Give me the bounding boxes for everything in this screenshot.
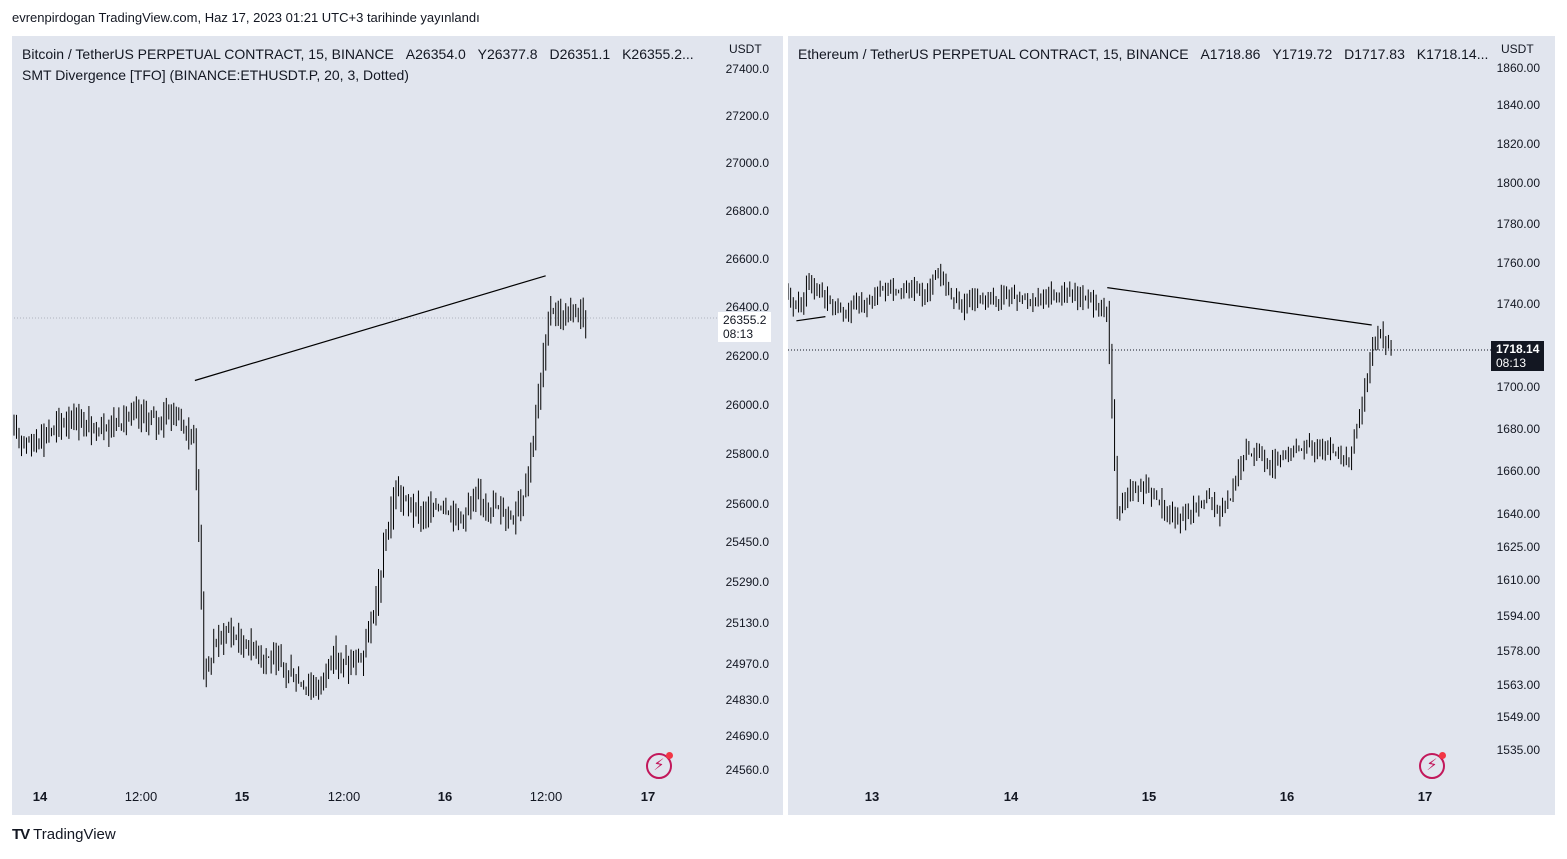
footer-brand[interactable]: TV TradingView <box>12 826 116 843</box>
eth-x-tick-label: 17 <box>1418 789 1432 804</box>
eth-ohlc-high: Y1719.72 <box>1272 46 1333 62</box>
lightning-icon[interactable]: ⚡ <box>646 752 673 779</box>
btc-y-tick-label: 25800.0 <box>726 447 770 461</box>
eth-ohlc-low: D1717.83 <box>1344 46 1405 62</box>
eth-bar-countdown: 08:13 <box>1496 356 1527 370</box>
eth-y-tick-label: 1640.00 <box>1497 507 1541 521</box>
btc-x-tick-label: 12:00 <box>125 789 158 804</box>
btc-ohlc-high: Y26377.8 <box>477 46 538 62</box>
btc-y-tick-label: 25450.0 <box>726 535 770 549</box>
eth-y-tick-label: 1594.00 <box>1497 609 1541 623</box>
indicator-label[interactable]: SMT Divergence [TFO] (BINANCE:ETHUSDT.P,… <box>22 67 409 83</box>
eth-x-tick-label: 14 <box>1004 789 1019 804</box>
btc-y-tick-label: 27400.0 <box>726 62 770 76</box>
btc-x-tick-label: 12:00 <box>530 789 563 804</box>
btc-y-tick-label: 26200.0 <box>726 349 770 363</box>
btc-y-tick-label: 26000.0 <box>726 398 770 412</box>
eth-legend: Ethereum / TetherUS PERPETUAL CONTRACT, … <box>798 44 1488 65</box>
eth-symbol-line[interactable]: Ethereum / TetherUS PERPETUAL CONTRACT, … <box>798 46 1189 62</box>
eth-y-tick-label: 1680.00 <box>1497 422 1541 436</box>
btc-last-price-tag: 26355.2 08:13 <box>718 312 772 342</box>
btc-currency-label: USDT <box>729 42 762 56</box>
btc-chart-canvas[interactable]: 27400.0 27200.0 27000.0 26800.0 26600.0 26400… <box>12 36 783 815</box>
btc-ohlc-close: K26355.2... <box>622 46 694 62</box>
eth-y-tick-label: 1740.00 <box>1497 297 1541 311</box>
btc-divergence-line <box>194 275 546 382</box>
btc-ohlc-low: D26351.1 <box>549 46 611 62</box>
eth-x-tick-label: 13 <box>865 789 879 804</box>
eth-y-tick-label: 1800.00 <box>1497 176 1541 190</box>
btc-x-tick-label: 17 <box>641 789 655 804</box>
btc-x-tick-label: 16 <box>438 789 452 804</box>
eth-y-tick-label: 1780.00 <box>1497 217 1541 231</box>
btc-y-tick-label: 25600.0 <box>726 497 770 511</box>
footer-brand-label: TradingView <box>33 826 116 843</box>
btc-x-tick-label: 12:00 <box>328 789 361 804</box>
eth-currency-label: USDT <box>1501 42 1534 56</box>
btc-y-tick-label: 24690.0 <box>726 729 770 743</box>
eth-y-tick-label: 1549.00 <box>1497 710 1541 724</box>
eth-y-tick-label: 1563.00 <box>1497 678 1541 692</box>
eth-x-tick-label: 16 <box>1280 789 1294 804</box>
btc-symbol-line[interactable]: Bitcoin / TetherUS PERPETUAL CONTRACT, 1… <box>22 46 394 62</box>
eth-ohlc-close: K1718.14... <box>1416 46 1488 62</box>
btc-chart-panel[interactable]: 27400.0 27200.0 27000.0 26800.0 26600.0 26400… <box>12 36 783 815</box>
eth-divergence-line <box>796 316 826 322</box>
eth-chart-canvas[interactable]: 1860.00 1840.00 1820.00 1800.00 1780.00 1760.… <box>788 36 1555 815</box>
btc-ohlc-open: A26354.0 <box>405 46 466 62</box>
eth-y-tick-label: 1840.00 <box>1497 98 1541 112</box>
eth-y-tick-label: 1760.00 <box>1497 256 1541 270</box>
btc-y-tick-label: 26800.0 <box>726 204 770 218</box>
btc-y-tick-label: 24970.0 <box>726 657 770 671</box>
btc-y-tick-label: 27200.0 <box>726 109 770 123</box>
eth-last-price: 1718.14 <box>1496 342 1540 356</box>
btc-x-tick-label: 15 <box>235 789 249 804</box>
btc-y-tick-label: 25130.0 <box>726 616 770 630</box>
btc-y-tick-label: 27000.0 <box>726 156 770 170</box>
btc-x-tick-label: 14 <box>33 789 48 804</box>
eth-y-tick-label: 1610.00 <box>1497 573 1541 587</box>
btc-symbol-row: Bitcoin / TetherUS PERPETUAL CONTRACT, 1… <box>22 44 712 65</box>
lightning-icon[interactable]: ⚡ <box>1419 752 1446 779</box>
eth-y-tick-label: 1860.00 <box>1497 61 1541 75</box>
eth-y-tick-label: 1700.00 <box>1497 380 1541 394</box>
btc-y-tick-label: 25290.0 <box>726 575 770 589</box>
eth-y-tick-label: 1660.00 <box>1497 464 1541 478</box>
eth-symbol-row: Ethereum / TetherUS PERPETUAL CONTRACT, … <box>798 44 1488 65</box>
eth-ohlc-open: A1718.86 <box>1200 46 1261 62</box>
btc-y-tick-label: 26400.0 <box>726 300 770 314</box>
publish-header: evrenpirdogan TradingView.com, Haz 17, 2… <box>12 10 480 25</box>
btc-y-tick-label: 24830.0 <box>726 693 770 707</box>
eth-y-tick-label: 1625.00 <box>1497 540 1541 554</box>
btc-y-tick-label: 26600.0 <box>726 252 770 266</box>
btc-legend: Bitcoin / TetherUS PERPETUAL CONTRACT, 1… <box>22 44 712 86</box>
eth-x-tick-label: 15 <box>1142 789 1156 804</box>
btc-y-tick-label: 24560.0 <box>726 763 770 777</box>
btc-last-price: 26355.2 <box>723 313 767 327</box>
eth-chart-panel[interactable]: 1860.00 1840.00 1820.00 1800.00 1780.00 1760.… <box>788 36 1555 815</box>
eth-divergence-line <box>1107 287 1372 326</box>
btc-bar-countdown: 08:13 <box>723 327 754 341</box>
eth-y-tick-label: 1578.00 <box>1497 644 1541 658</box>
eth-last-price-tag: 1718.14 08:13 <box>1491 341 1545 371</box>
eth-y-tick-label: 1535.00 <box>1497 743 1541 757</box>
eth-y-tick-label: 1820.00 <box>1497 137 1541 151</box>
tradingview-logo-icon: TV <box>12 826 30 843</box>
